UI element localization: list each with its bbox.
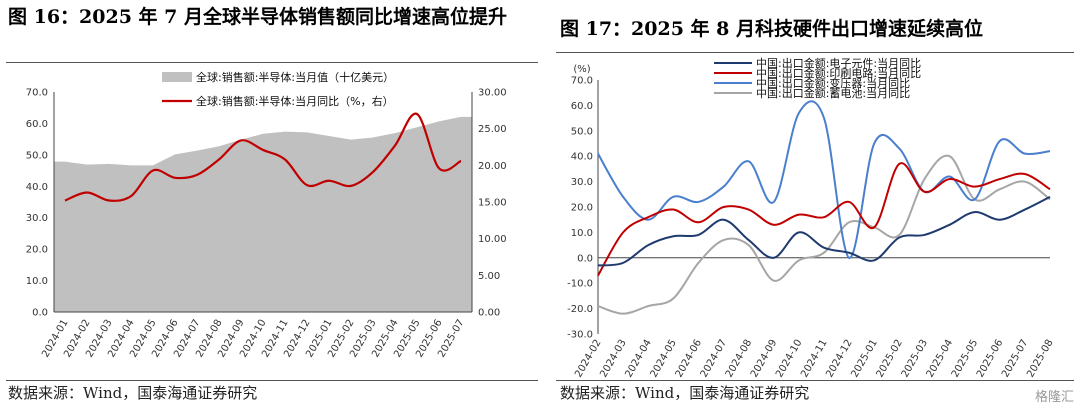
- right-source-rule: [556, 380, 1074, 381]
- right-chart: (%)70.0 60.0 50.0 40.0 30.0 20.0 10.0 0.0 -10.0 -…: [567, 56, 1056, 379]
- right-y-tick-label: 5.00: [478, 271, 500, 282]
- left-title-rule: [6, 62, 538, 63]
- area-series-sales: [54, 116, 472, 312]
- y-tick-label: 0.0: [577, 253, 593, 264]
- left-figure-title: 图 16：2025 年 7 月全球半导体销售额同比增速高位提升: [8, 6, 508, 28]
- left-y-tick-label: 70.0: [26, 88, 48, 99]
- left-y-tick-label: 30.0: [26, 213, 48, 224]
- legend-label-3: 中国:出口金额:蓄电池:当月同比: [756, 86, 910, 100]
- y-tick-label: 50.0: [571, 126, 593, 137]
- left-y-tick-label: 40.0: [26, 182, 48, 193]
- line-series-2: [597, 100, 1051, 259]
- y-tick-label: 30.0: [571, 177, 593, 188]
- y-tick-label: -30.0: [567, 330, 593, 341]
- y-tick-label: 60.0: [571, 101, 593, 112]
- y-tick-label: -20.0: [567, 304, 593, 315]
- y-tick-label: -10.0: [567, 279, 593, 290]
- right-figure-title: 图 17：2025 年 8 月科技硬件出口增速延续高位: [560, 18, 984, 40]
- right-y-tick-label: 0.00: [478, 308, 500, 319]
- legend-swatch-area: [162, 72, 192, 82]
- legend-label-area: 全球:销售额:半导体:当月值（十亿美元）: [196, 70, 394, 84]
- left-y-tick-label: 60.0: [26, 119, 48, 130]
- right-y-tick-label: 10.00: [478, 234, 507, 245]
- line-series-1: [597, 162, 1051, 277]
- left-source-note: 数据来源：Wind，国泰海通证券研究: [8, 384, 258, 402]
- legend-label-1: 中国:出口金额:印刷电路:当月同比: [756, 66, 921, 80]
- legend-label-2: 中国:出口金额:变压器:当月同比: [756, 76, 910, 90]
- right-y-tick-label: 30.00: [478, 88, 507, 99]
- line-series-0: [597, 195, 1051, 267]
- legend-label-line: 全球:销售额:半导体:当月同比（%，右）: [196, 94, 394, 108]
- y-tick-label: 70.0: [571, 76, 593, 87]
- watermark: 格隆汇: [1034, 390, 1074, 405]
- right-y-tick-label: 20.00: [478, 161, 507, 172]
- line-series-yoy: [64, 112, 462, 202]
- left-y-tick-label: 10.0: [26, 276, 48, 287]
- right-title-rule: [556, 52, 1074, 53]
- line-series-3: [597, 154, 1051, 315]
- left-y-tick-label: 0.0: [32, 308, 48, 319]
- legend-label-0: 中国:出口金额:电子元件:当月同比: [756, 56, 921, 70]
- y-tick-label: 10.0: [571, 228, 593, 239]
- right-y-tick-label: 25.00: [478, 124, 507, 135]
- right-source-note: 数据来源：Wind，国泰海通证券研究: [560, 384, 810, 402]
- left-chart: 70.0 60.0 50.0 40.0 30.0 20.0 10.0 0.0 30.00 25.0…: [26, 70, 507, 359]
- y-tick-label: 40.0: [571, 152, 593, 163]
- y-axis-unit: (%): [573, 64, 590, 75]
- left-source-rule: [6, 380, 538, 381]
- right-y-tick-label: 15.00: [478, 198, 507, 209]
- left-y-tick-label: 50.0: [26, 150, 48, 161]
- left-y-tick-label: 20.0: [26, 245, 48, 256]
- y-tick-label: 20.0: [571, 203, 593, 214]
